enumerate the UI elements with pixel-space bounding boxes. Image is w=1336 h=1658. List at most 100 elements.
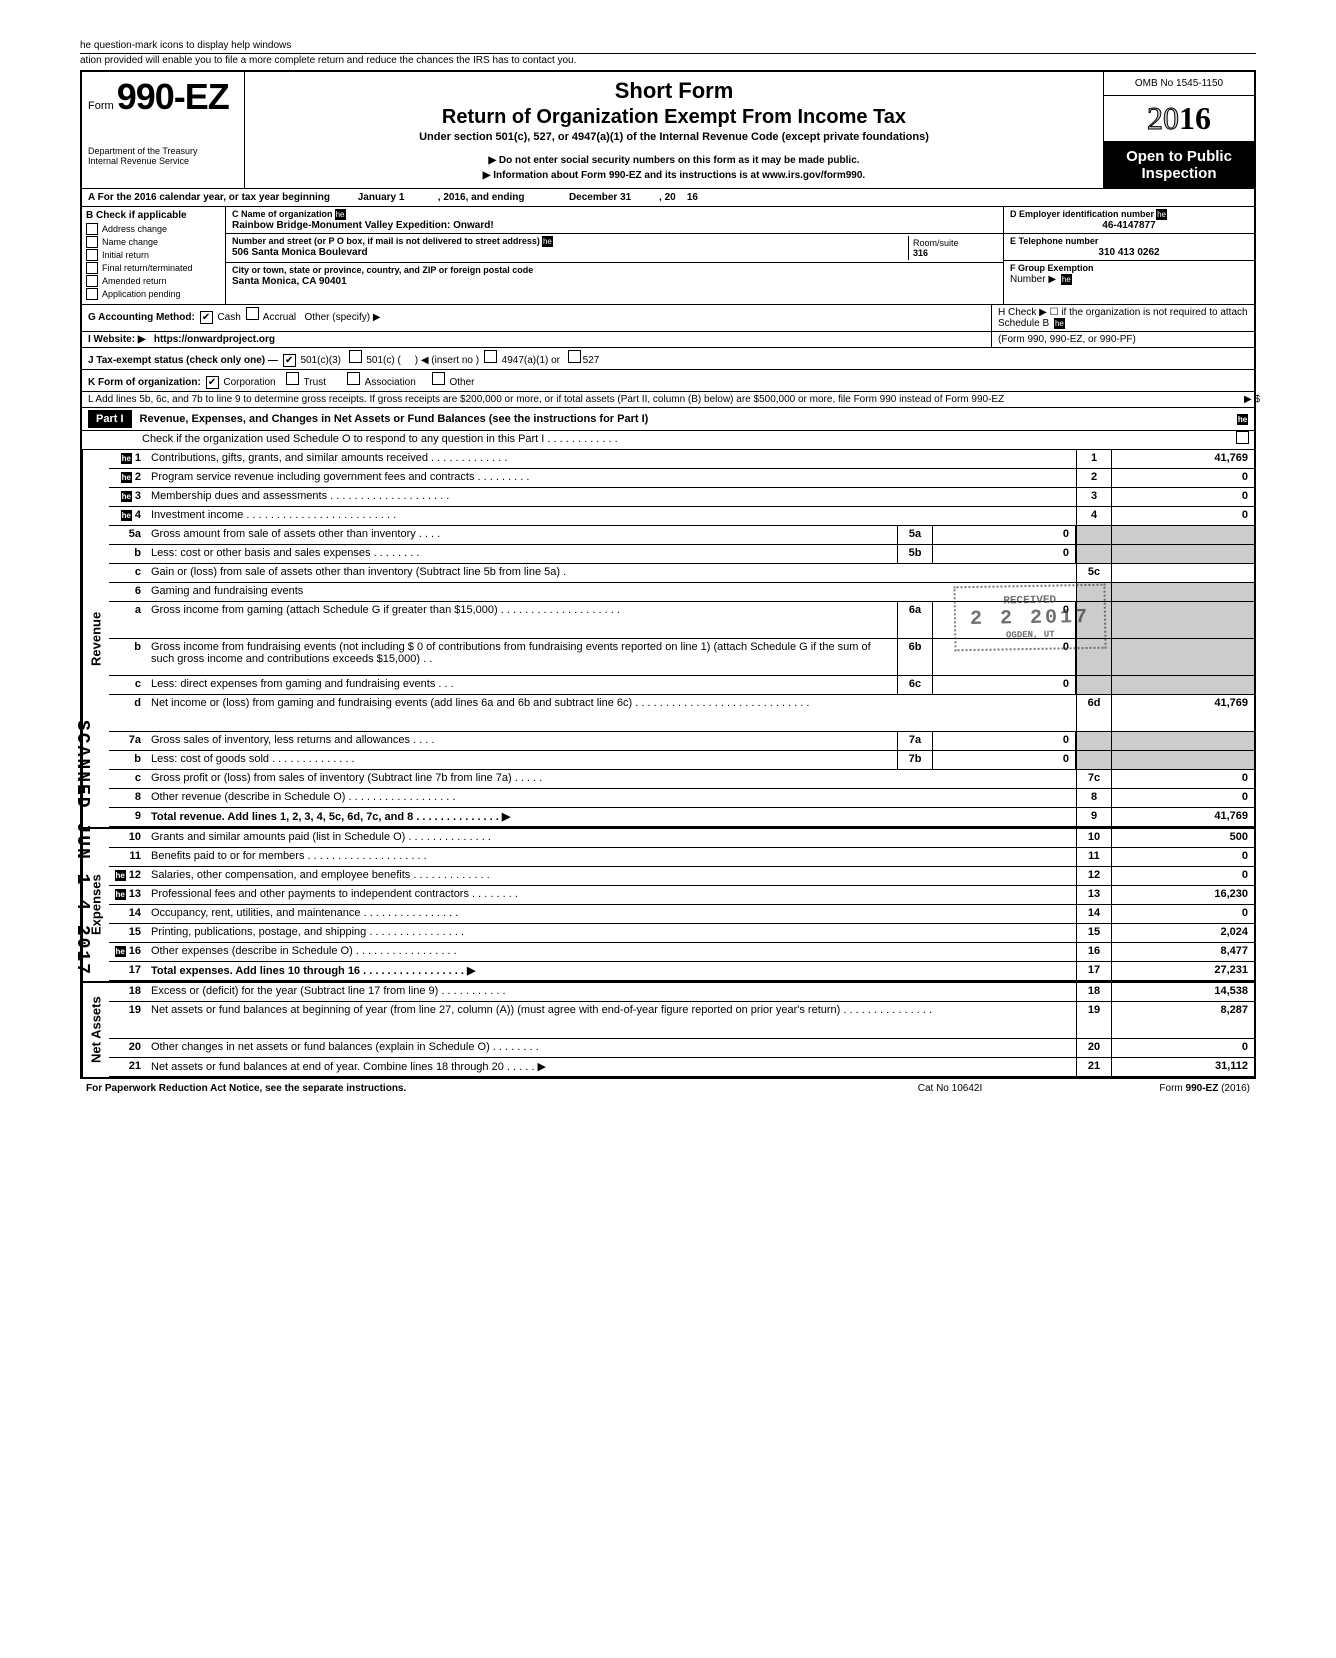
checkbox-assoc[interactable] (347, 372, 360, 385)
line-mid-val: 0 (933, 676, 1076, 694)
line-desc: Gross income from gaming (attach Schedul… (147, 602, 897, 638)
line-desc: Net income or (loss) from gaming and fun… (147, 695, 1076, 731)
line-shade (1112, 545, 1254, 563)
open-to-public: Open to Public Inspection (1104, 142, 1254, 188)
checkbox[interactable] (86, 236, 98, 248)
line-right-val: 41,769 (1112, 808, 1254, 826)
assoc-label: Association (365, 377, 416, 388)
line-desc: Membership dues and assessments . . . . … (147, 488, 1076, 506)
help-icon[interactable] (1054, 318, 1065, 329)
line-item: 14Occupancy, rent, utilities, and mainte… (109, 905, 1254, 924)
row-i-label: I Website: ▶ (88, 334, 146, 345)
checkbox-accrual[interactable] (246, 307, 259, 320)
addr-label: Number and street (or P O box, if mail i… (232, 236, 540, 246)
line-item: 16Other expenses (describe in Schedule O… (109, 943, 1254, 962)
checkbox[interactable] (86, 262, 98, 274)
help-icon[interactable] (121, 472, 132, 483)
line-right-num: 9 (1076, 808, 1112, 826)
line-right-val: 41,769 (1112, 695, 1254, 731)
tax-year: 2016 (1104, 96, 1254, 142)
row-h-sub: (Form 990, 990-EZ, or 990-PF) (991, 332, 1254, 347)
help-icon[interactable] (1061, 274, 1072, 285)
checkbox[interactable] (86, 288, 98, 300)
line-number: 13 (109, 886, 147, 904)
line-mid-val: 0 (933, 732, 1076, 750)
checkbox-cash[interactable] (200, 311, 213, 324)
line-right-val: 14,538 (1112, 983, 1254, 1001)
row-l-arrow: ▶ $ (1110, 394, 1260, 405)
line-right-val: 500 (1112, 829, 1254, 847)
line-item: cLess: direct expenses from gaming and f… (109, 676, 1254, 695)
line-mid-val: 0 (933, 545, 1076, 563)
line-right-num: 15 (1076, 924, 1112, 942)
help-icon[interactable] (1156, 209, 1167, 220)
checkbox-row: Name change (86, 236, 221, 248)
line-item: 12Salaries, other compensation, and empl… (109, 867, 1254, 886)
help-icon[interactable] (115, 870, 126, 881)
line-shade (1076, 526, 1112, 544)
line-number: d (109, 695, 147, 731)
help-icon[interactable] (121, 491, 132, 502)
checkbox-trust[interactable] (286, 372, 299, 385)
checkbox-527[interactable] (568, 350, 581, 363)
line-item: 21Net assets or fund balances at end of … (109, 1058, 1254, 1077)
row-l-text: L Add lines 5b, 6c, and 7b to line 9 to … (88, 394, 1110, 405)
line-number: 6 (109, 583, 147, 601)
line-shade (1112, 732, 1254, 750)
line-right-val: 31,112 (1112, 1058, 1254, 1076)
line-number: 17 (109, 962, 147, 980)
line-mid-num: 6b (897, 639, 933, 675)
line-mid-num: 7b (897, 751, 933, 769)
line-desc: Occupancy, rent, utilities, and maintena… (147, 905, 1076, 923)
checkbox-501c3[interactable] (283, 354, 296, 367)
line-desc: Other revenue (describe in Schedule O) .… (147, 789, 1076, 807)
checkbox-schedule-o[interactable] (1236, 431, 1249, 444)
grp-number-label: Number ▶ (1010, 274, 1056, 285)
line-item: 1Contributions, gifts, grants, and simil… (109, 450, 1254, 469)
row-a: A For the 2016 calendar year, or tax yea… (82, 189, 704, 206)
line-right-num: 10 (1076, 829, 1112, 847)
line-number: c (109, 676, 147, 694)
line-number: 16 (109, 943, 147, 961)
line-number: 1 (109, 450, 147, 468)
checkbox-4947[interactable] (484, 350, 497, 363)
checkbox[interactable] (86, 223, 98, 235)
row-j-label: J Tax-exempt status (check only one) — (88, 355, 278, 366)
help-icon[interactable] (121, 510, 132, 521)
row-j: J Tax-exempt status (check only one) — 5… (82, 348, 1266, 369)
hint-line-1: he question-mark icons to display help w… (80, 40, 1256, 51)
help-icon[interactable] (542, 236, 553, 247)
line-shade (1112, 751, 1254, 769)
line-right-num: 7c (1076, 770, 1112, 788)
checkbox-other[interactable] (432, 372, 445, 385)
city: Santa Monica, CA 90401 (232, 276, 347, 287)
line-desc: Gross income from fundraising events (no… (147, 639, 897, 675)
line-right-val: 8,477 (1112, 943, 1254, 961)
line-desc: Printing, publications, postage, and shi… (147, 924, 1076, 942)
line-desc: Professional fees and other payments to … (147, 886, 1076, 904)
checkbox-corp[interactable] (206, 376, 219, 389)
line-item: 3Membership dues and assessments . . . .… (109, 488, 1254, 507)
line-shade (1076, 751, 1112, 769)
line-number: 7a (109, 732, 147, 750)
line-desc: Total revenue. Add lines 1, 2, 3, 4, 5c,… (147, 808, 1076, 826)
help-icon[interactable] (121, 453, 132, 464)
help-icon[interactable] (115, 946, 126, 957)
line-right-val: 0 (1112, 867, 1254, 885)
line-number: 9 (109, 808, 147, 826)
line-right-val: 0 (1112, 770, 1254, 788)
row-k-label: K Form of organization: (88, 377, 201, 388)
checkbox[interactable] (86, 249, 98, 261)
checkbox-label: Initial return (102, 250, 149, 260)
checkbox-501c[interactable] (349, 350, 362, 363)
checkbox[interactable] (86, 275, 98, 287)
col-b-head: B Check if applicable (86, 210, 221, 221)
row-a-suffix: , 20 (659, 192, 676, 203)
line-right-val: 0 (1112, 1039, 1254, 1057)
checkbox-row: Final return/terminated (86, 262, 221, 274)
help-icon[interactable] (1237, 414, 1248, 425)
corp-label: Corporation (223, 377, 275, 388)
help-icon[interactable] (335, 209, 346, 220)
line-item: 6Gaming and fundraising events (109, 583, 1254, 602)
help-icon[interactable] (115, 889, 126, 900)
